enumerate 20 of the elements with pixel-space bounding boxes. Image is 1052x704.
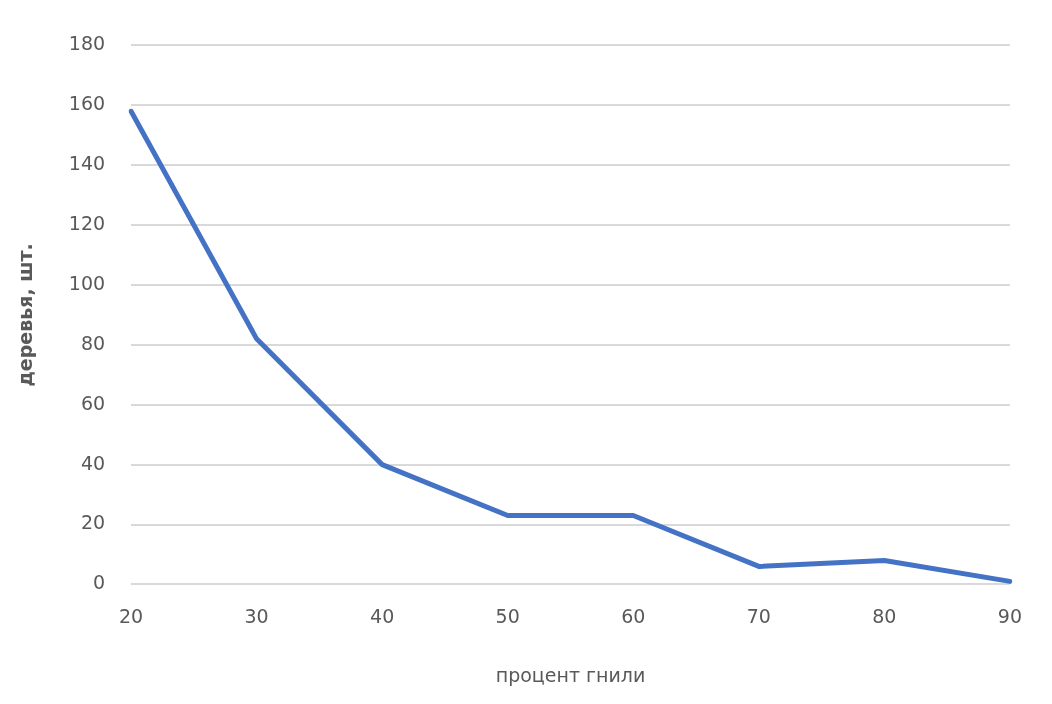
x-tick-label: 20 [118,604,144,627]
y-tick-label: 60 [80,391,106,414]
y-tick-label: 0 [92,571,106,594]
x-tick-label: 70 [746,604,771,627]
x-tick-label: 60 [621,604,646,627]
y-tick-label: 40 [80,451,106,474]
x-axis-title: процент гнили [495,663,646,686]
x-tick-label: 50 [495,604,520,627]
y-tick-label: 120 [68,212,106,234]
y-tick-label: 180 [68,32,106,55]
x-tick-label: 40 [370,604,395,627]
x-tick-label: 30 [244,604,269,627]
x-tick-label: 80 [872,604,897,627]
y-tick-label: 80 [80,331,106,354]
y-tick-label: 140 [68,152,106,175]
y-axis-title: деревья, шт. [14,243,37,387]
y-tick-label: 20 [80,511,106,534]
y-tick-label: 100 [68,271,106,294]
x-tick-label: 90 [997,604,1023,627]
y-tick-label: 160 [68,92,106,115]
